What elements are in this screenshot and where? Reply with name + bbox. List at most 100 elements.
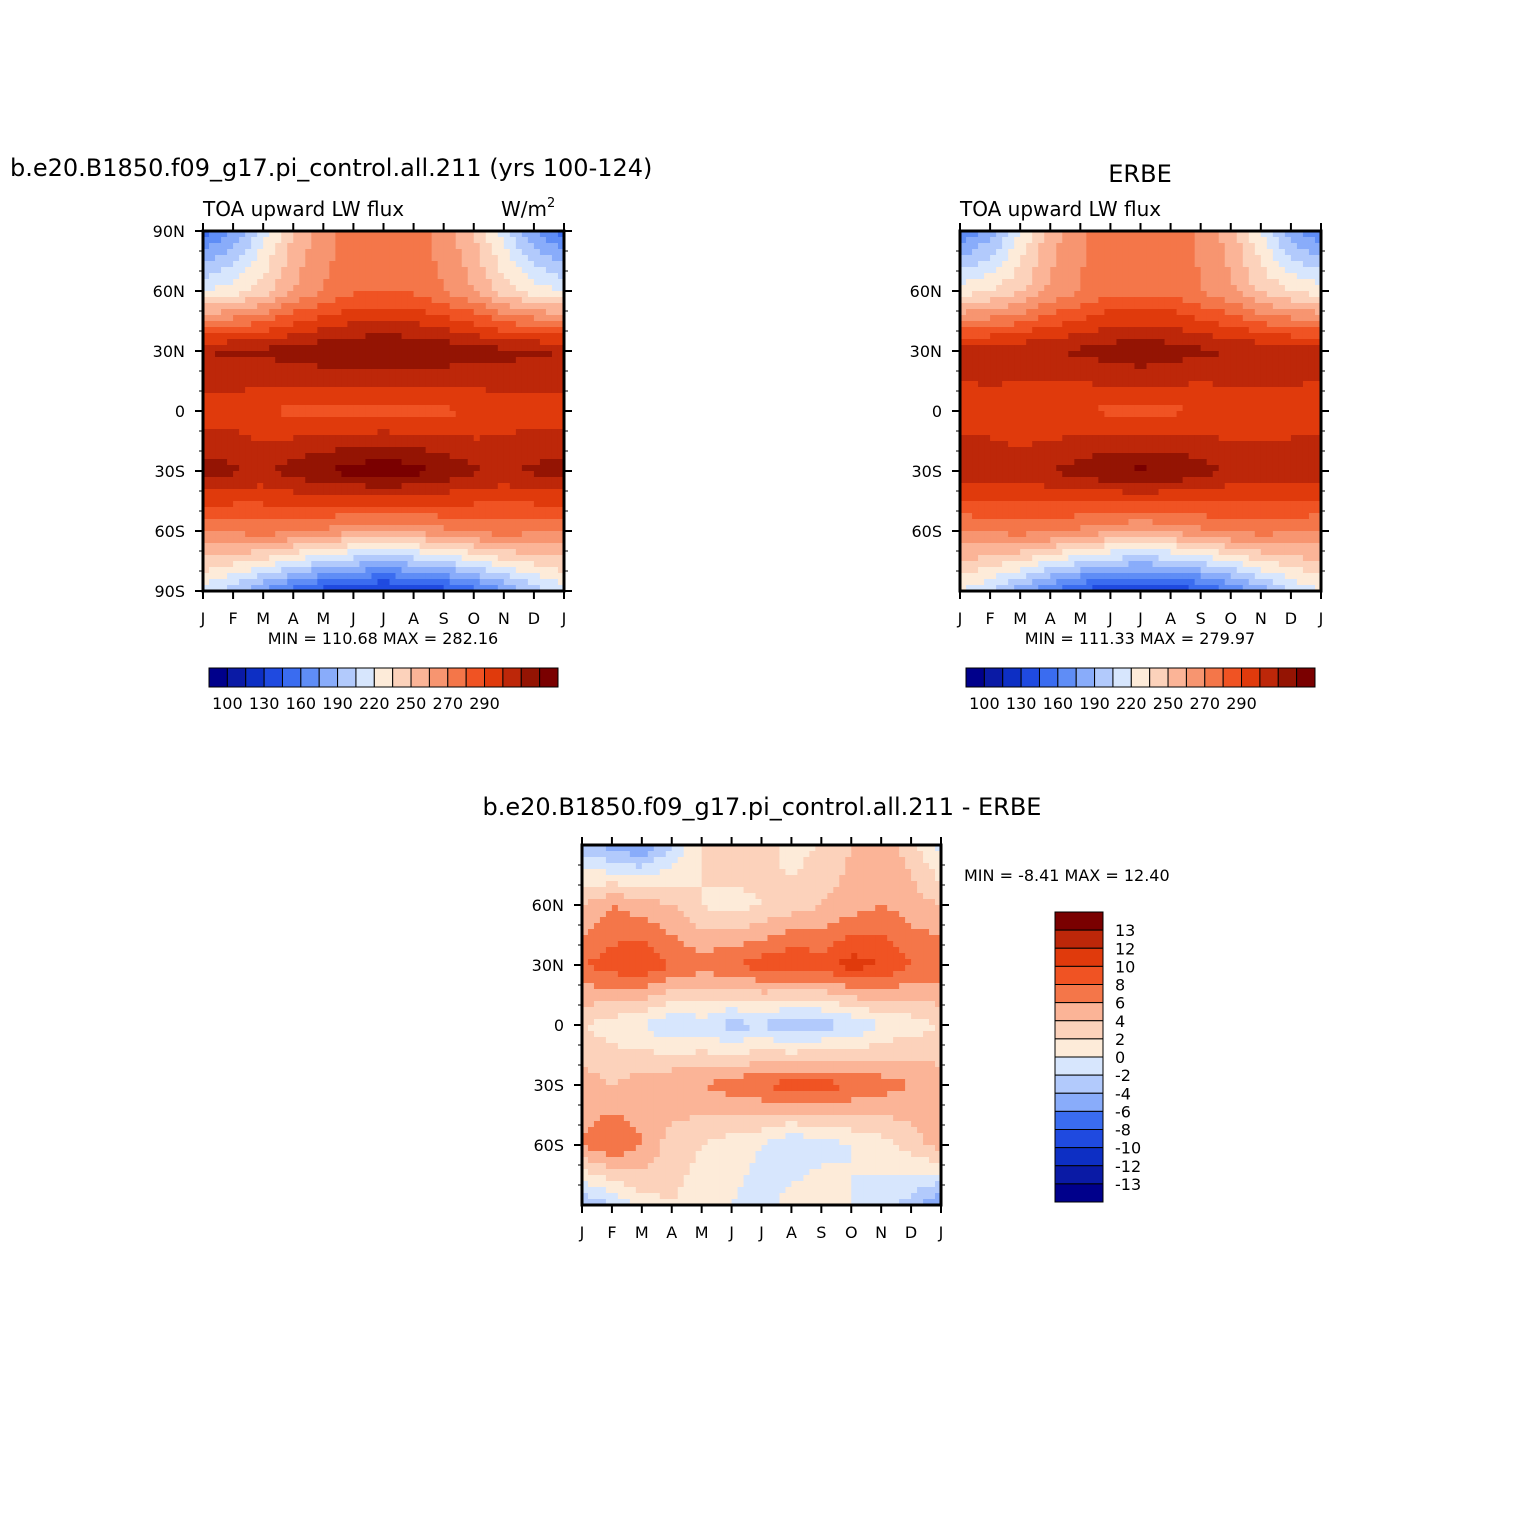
heatmap-cell [443, 519, 451, 526]
heatmap-cell [251, 237, 258, 244]
heatmap-cell [353, 531, 361, 538]
heatmap-cell [1086, 339, 1093, 346]
heatmap-cell [437, 531, 445, 538]
heatmap-cell [269, 303, 276, 310]
heatmap-cell [275, 519, 282, 526]
heatmap-cell [491, 453, 499, 460]
heatmap-cell [389, 585, 397, 592]
heatmap-cell [1086, 261, 1093, 268]
heatmap-cell [1260, 315, 1268, 322]
heatmap-cell [990, 243, 997, 250]
heatmap-cell [269, 393, 276, 400]
heatmap-cell [299, 381, 306, 388]
heatmap-cell [521, 501, 529, 508]
heatmap-cell [1170, 237, 1178, 244]
heatmap-cell [299, 429, 306, 436]
heatmap-cell [335, 501, 342, 508]
heatmap-cell [263, 471, 270, 478]
heatmap-cell [233, 375, 240, 382]
heatmap-cell [359, 351, 367, 358]
heatmap-cell [485, 447, 493, 454]
heatmap-cell [515, 441, 523, 448]
heatmap-cell [305, 291, 312, 298]
heatmap-cell [449, 447, 457, 454]
heatmap-cell [389, 489, 397, 496]
heatmap-cell [443, 381, 451, 388]
heatmap-cell [497, 309, 505, 316]
heatmap-cell [533, 453, 541, 460]
heatmap-cell [1206, 345, 1214, 352]
heatmap-cell [1116, 321, 1124, 328]
heatmap-cell [317, 471, 324, 478]
heatmap-cell [1260, 237, 1268, 244]
heatmap-cell [533, 471, 541, 478]
heatmap-cell [497, 333, 505, 340]
heatmap-cell [455, 483, 463, 490]
heatmap-cell [221, 567, 228, 574]
heatmap-cell [497, 279, 505, 286]
heatmap-cell [461, 471, 469, 478]
heatmap-cell [311, 279, 318, 286]
heatmap-cell [1224, 255, 1232, 262]
heatmap-cell [227, 573, 234, 580]
heatmap-cell [257, 411, 264, 418]
heatmap-cell [1266, 237, 1274, 244]
heatmap-cell [545, 231, 553, 238]
heatmap-cell [1176, 249, 1184, 256]
heatmap-cell [557, 555, 565, 562]
heatmap-cell [257, 321, 264, 328]
heatmap-cell [275, 357, 282, 364]
heatmap-cell [1176, 333, 1184, 340]
heatmap-cell [1002, 273, 1009, 280]
heatmap-cell [479, 411, 487, 418]
heatmap-cell [960, 255, 967, 262]
heatmap-cell [1104, 339, 1112, 346]
heatmap-cell [545, 435, 553, 442]
heatmap-cell [479, 579, 487, 586]
heatmap-cell [1050, 351, 1057, 358]
heatmap-cell [257, 297, 264, 304]
heatmap-cell [251, 435, 258, 442]
x-tick-label: J [350, 609, 356, 628]
heatmap-cell [1290, 309, 1298, 316]
heatmap-cell [1218, 333, 1226, 340]
heatmap-cell [1068, 345, 1075, 352]
heatmap-cell [1044, 345, 1051, 352]
heatmap-cell [251, 351, 258, 358]
heatmap-cell [539, 465, 547, 472]
heatmap-cell [1056, 351, 1063, 358]
heatmap-cell [329, 321, 336, 328]
heatmap-cell [1248, 345, 1256, 352]
heatmap-cell [1158, 327, 1166, 334]
heatmap-cell [1050, 345, 1057, 352]
heatmap-cell [1176, 273, 1184, 280]
heatmap-cell [275, 279, 282, 286]
heatmap-cell [221, 549, 228, 556]
heatmap-cell [1164, 327, 1172, 334]
heatmap-cell [275, 495, 282, 502]
heatmap-cell [960, 273, 967, 280]
heatmap-cell [1272, 231, 1280, 238]
heatmap-cell [269, 513, 276, 520]
heatmap-cell [503, 477, 511, 484]
heatmap-cell [503, 435, 511, 442]
heatmap-cell [479, 369, 487, 376]
heatmap-cell [311, 501, 318, 508]
heatmap-cell [371, 525, 379, 532]
heatmap-cell [299, 537, 306, 544]
heatmap-cell [281, 495, 288, 502]
heatmap-cell [335, 423, 342, 430]
heatmap-cell [413, 483, 421, 490]
heatmap-cell [1224, 267, 1232, 274]
heatmap-cell [419, 555, 427, 562]
heatmap-cell [539, 531, 547, 538]
heatmap-cell [1284, 273, 1292, 280]
heatmap-cell [323, 519, 330, 526]
heatmap-cell [1050, 309, 1057, 316]
heatmap-cell [996, 255, 1003, 262]
heatmap-cell [413, 351, 421, 358]
heatmap-cell [245, 255, 252, 262]
heatmap-cell [347, 417, 355, 424]
heatmap-cell [419, 249, 427, 256]
heatmap-cell [1062, 327, 1069, 334]
